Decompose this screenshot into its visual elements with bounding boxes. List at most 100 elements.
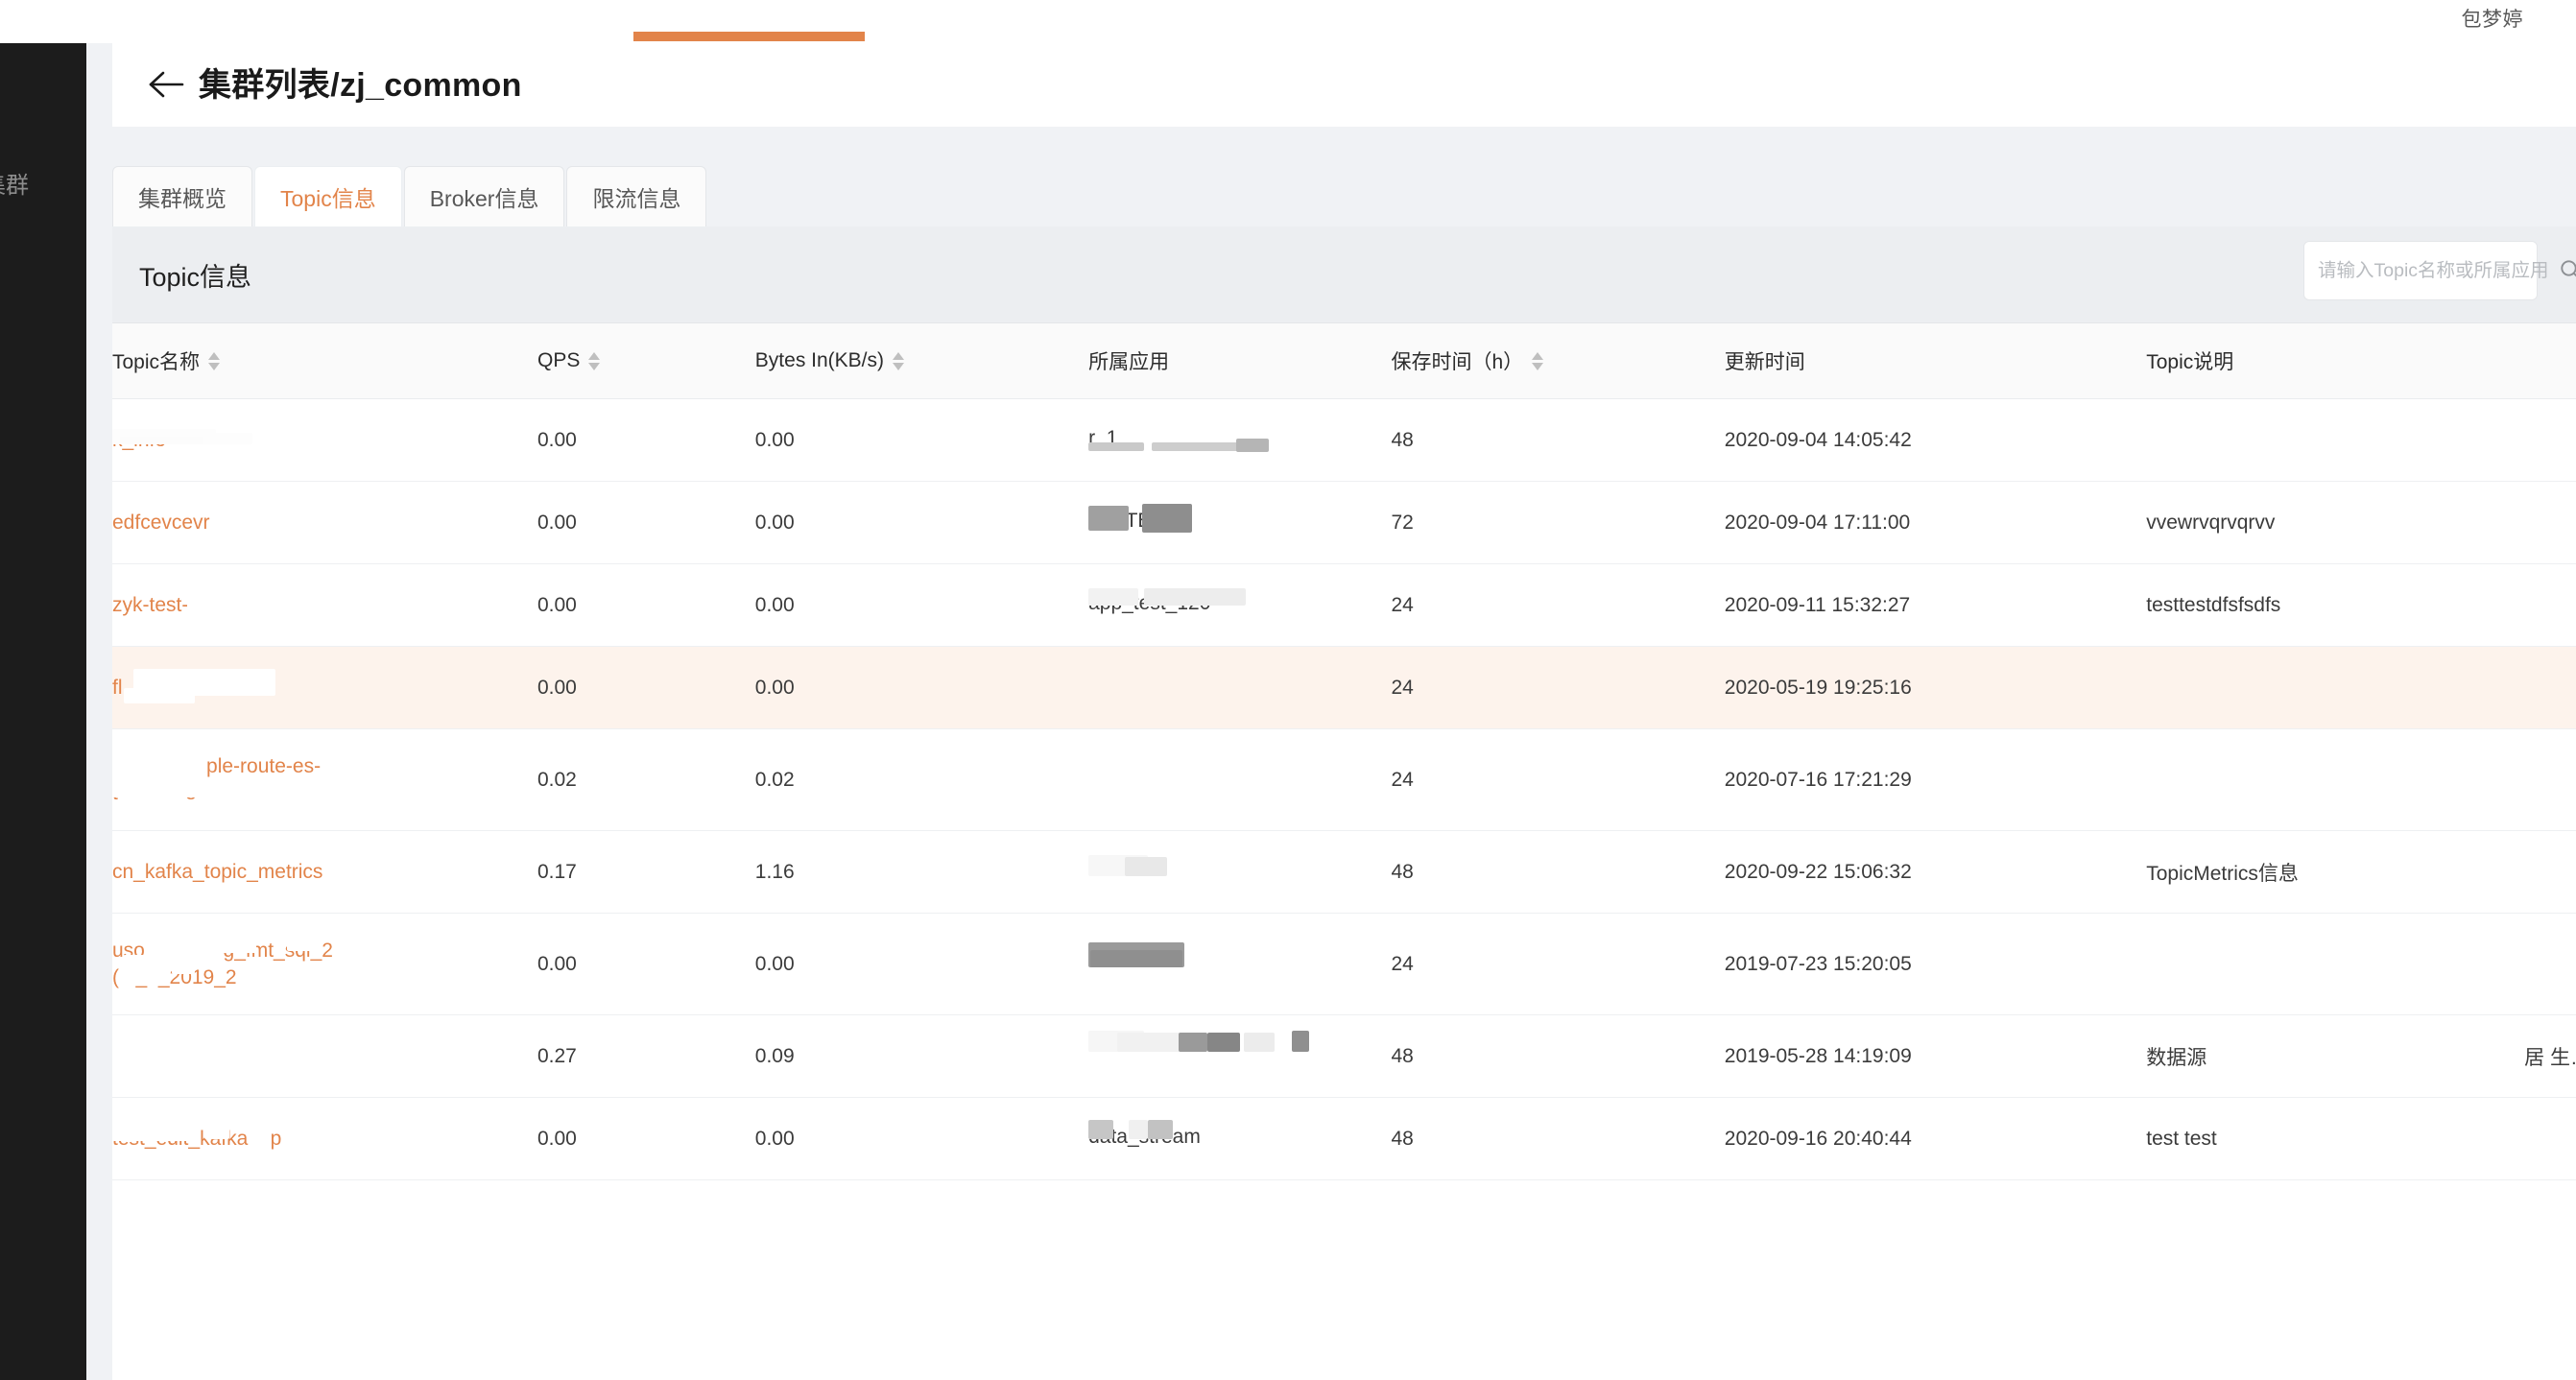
- sort-toggle-topic-name[interactable]: [208, 351, 221, 370]
- search-icon[interactable]: [2559, 242, 2576, 299]
- cell-updated: 2020-05-19 19:25:16: [1724, 646, 2147, 729]
- cell-app: [1088, 1014, 1392, 1098]
- sort-toggle-qps[interactable]: [588, 351, 601, 370]
- table-row[interactable]: edfcevcevr 0.00 0.00 FE_TEST 72 2020-09-…: [112, 481, 2576, 564]
- sort-toggle-retention[interactable]: [1532, 351, 1544, 370]
- cell-app: [1088, 728, 1392, 831]
- cell-topic-name[interactable]: [112, 1014, 537, 1098]
- table-row[interactable]: zyk-test- us 0.00 0.00 app_test_120 24 2…: [112, 563, 2576, 647]
- cell-description: [2146, 398, 2576, 482]
- cell-topic-name[interactable]: edfcevcevr: [112, 481, 537, 564]
- topic-name-link[interactable]: test_edit_kafka p: [112, 1127, 282, 1150]
- tab-topic-info[interactable]: Topic信息: [254, 166, 402, 226]
- redaction-block: [1125, 856, 1168, 876]
- cell-description: 数据源 居 生…: [2146, 1014, 2576, 1098]
- column-header-updated: 更新时间: [1724, 323, 2147, 399]
- cell-app: app_test_120: [1088, 563, 1392, 647]
- cell-topic-name[interactable]: cn_kafka_topic_metrics: [112, 830, 537, 914]
- topic-name-link[interactable]: sample-route-es-t e: [112, 754, 322, 804]
- cell-updated: 2020-09-04 17:11:00: [1724, 481, 2147, 564]
- sort-toggle-bytes-in[interactable]: [893, 351, 904, 370]
- table-header-row: Topic名称 QPS Bytes In(K: [112, 323, 2576, 399]
- cell-topic-name[interactable]: test_edit_kafka p: [112, 1097, 537, 1180]
- sidebar: 集群: [0, 43, 86, 1380]
- cell-bytes-in: 0.00: [754, 481, 1089, 564]
- cell-topic-name[interactable]: sample-route-es-t e: [112, 728, 537, 831]
- table-row[interactable]: uso g_fmt_sql_2( _ _2019_2 0.00 0.00 24 …: [112, 913, 2576, 1015]
- page-content: 集群列表/zj_common 集群概览 Topic信息 Broker信息 限流信…: [86, 43, 2576, 1380]
- cell-updated: 2019-07-23 15:20:05: [1724, 913, 2147, 1015]
- cell-retention: 48: [1391, 398, 1725, 482]
- table-row[interactable]: test_edit_kafka p 0.00 0.00 data_stream …: [112, 1097, 2576, 1180]
- table-row[interactable]: fl eue 0.00 0.00 24 2020-05-19 19:25:16: [112, 646, 2576, 729]
- column-header-qps[interactable]: QPS: [537, 323, 755, 399]
- cell-bytes-in: 0.00: [754, 398, 1089, 482]
- redaction-block: [1117, 1032, 1181, 1052]
- topic-name-link[interactable]: fl eue: [112, 676, 212, 699]
- cell-topic-name[interactable]: fl eue: [112, 646, 537, 729]
- column-header-bytes-in[interactable]: Bytes In(KB/s): [754, 323, 1089, 399]
- user-name-label[interactable]: 包梦婷: [2461, 9, 2523, 31]
- active-nav-indicator: [633, 32, 865, 41]
- cell-description: [2146, 728, 2576, 831]
- cell-description: TopicMetrics信息: [2146, 830, 2576, 914]
- cell-app: FE_TEST: [1088, 481, 1392, 564]
- search-input[interactable]: [2304, 242, 2559, 299]
- cell-qps: 0.00: [537, 481, 755, 564]
- topic-name-link[interactable]: zyk-test- us: [112, 593, 232, 616]
- tab-cluster-overview[interactable]: 集群概览: [112, 166, 252, 226]
- search-box[interactable]: [2303, 241, 2576, 300]
- redaction-block: [1152, 441, 1245, 451]
- redaction-block: [1292, 1030, 1310, 1052]
- column-header-retention[interactable]: 保存时间（h）: [1391, 323, 1725, 399]
- sidebar-item-cluster[interactable]: 集群: [0, 173, 29, 199]
- cell-description: [2146, 913, 2576, 1015]
- topic-name-link[interactable]: edfcevcevr: [112, 511, 210, 534]
- column-label-app: 所属应用: [1088, 351, 1170, 373]
- cell-retention: 24: [1391, 913, 1725, 1015]
- table-row[interactable]: cn_kafka_topic_metrics 0.17 1.16 T 48 20…: [112, 830, 2576, 914]
- cell-description: vvewrvqrvqrvv: [2146, 481, 2576, 564]
- topic-name-link[interactable]: k_info: [112, 428, 167, 451]
- table-row[interactable]: sample-route-es-t e 0.02 0.02 24 2020-07…: [112, 728, 2576, 831]
- cell-updated: 2020-09-16 20:40:44: [1724, 1097, 2147, 1180]
- redaction-block: [1088, 1030, 1145, 1052]
- tab-broker-info[interactable]: Broker信息: [403, 166, 565, 226]
- table-row[interactable]: k_info 0.00 0.00 r_1 48 2020-09-04 14:05…: [112, 398, 2576, 482]
- column-header-app: 所属应用: [1088, 323, 1392, 399]
- topic-name-link[interactable]: cn_kafka_topic_metrics: [112, 860, 323, 883]
- cell-bytes-in: 1.16: [754, 830, 1089, 914]
- column-label-bytes-in: Bytes In(KB/s): [754, 349, 884, 371]
- card-header: Topic信息: [112, 227, 2576, 323]
- column-header-topic-name[interactable]: Topic名称: [112, 323, 537, 399]
- cell-topic-name[interactable]: uso g_fmt_sql_2( _ _2019_2: [112, 913, 537, 1015]
- column-label-qps: QPS: [537, 349, 581, 371]
- tab-throttle-info[interactable]: 限流信息: [566, 166, 707, 226]
- cell-bytes-in: 0.02: [754, 728, 1089, 831]
- cell-topic-name[interactable]: k_info: [112, 398, 537, 482]
- cell-retention: 72: [1391, 481, 1725, 564]
- cell-app: data_stream: [1088, 1097, 1392, 1180]
- arrow-left-icon[interactable]: [147, 68, 185, 101]
- page-title: 集群列表/zj_common: [199, 67, 522, 104]
- topic-name-link[interactable]: uso g_fmt_sql_2( _ _2019_2: [112, 939, 333, 988]
- redaction-block: [239, 599, 264, 613]
- card-title: Topic信息: [139, 263, 252, 292]
- cell-topic-name[interactable]: zyk-test- us: [112, 563, 537, 647]
- table-row[interactable]: 0.27 0.09 48 2019-05-28 14:19:09 数据源 居 生…: [112, 1014, 2576, 1098]
- cell-qps: 0.00: [537, 913, 755, 1015]
- page-header-card: 集群列表/zj_common: [112, 43, 2576, 127]
- redaction-block: [1236, 438, 1270, 452]
- cell-qps: 0.00: [537, 646, 755, 729]
- cell-retention: 24: [1391, 563, 1725, 647]
- top-bar: 包梦婷: [0, 0, 2576, 43]
- app-name-label: T: [1088, 858, 1101, 881]
- cell-qps: 0.00: [537, 1097, 755, 1180]
- column-label-updated: 更新时间: [1724, 351, 1805, 373]
- column-label-retention: 保存时间（h）: [1391, 351, 1524, 373]
- redaction-block: [1088, 941, 1185, 967]
- cell-qps: 0.17: [537, 830, 755, 914]
- redaction-block: [1244, 1032, 1276, 1052]
- table-body: k_info 0.00 0.00 r_1 48 2020-09-04 14:05…: [112, 398, 2576, 1180]
